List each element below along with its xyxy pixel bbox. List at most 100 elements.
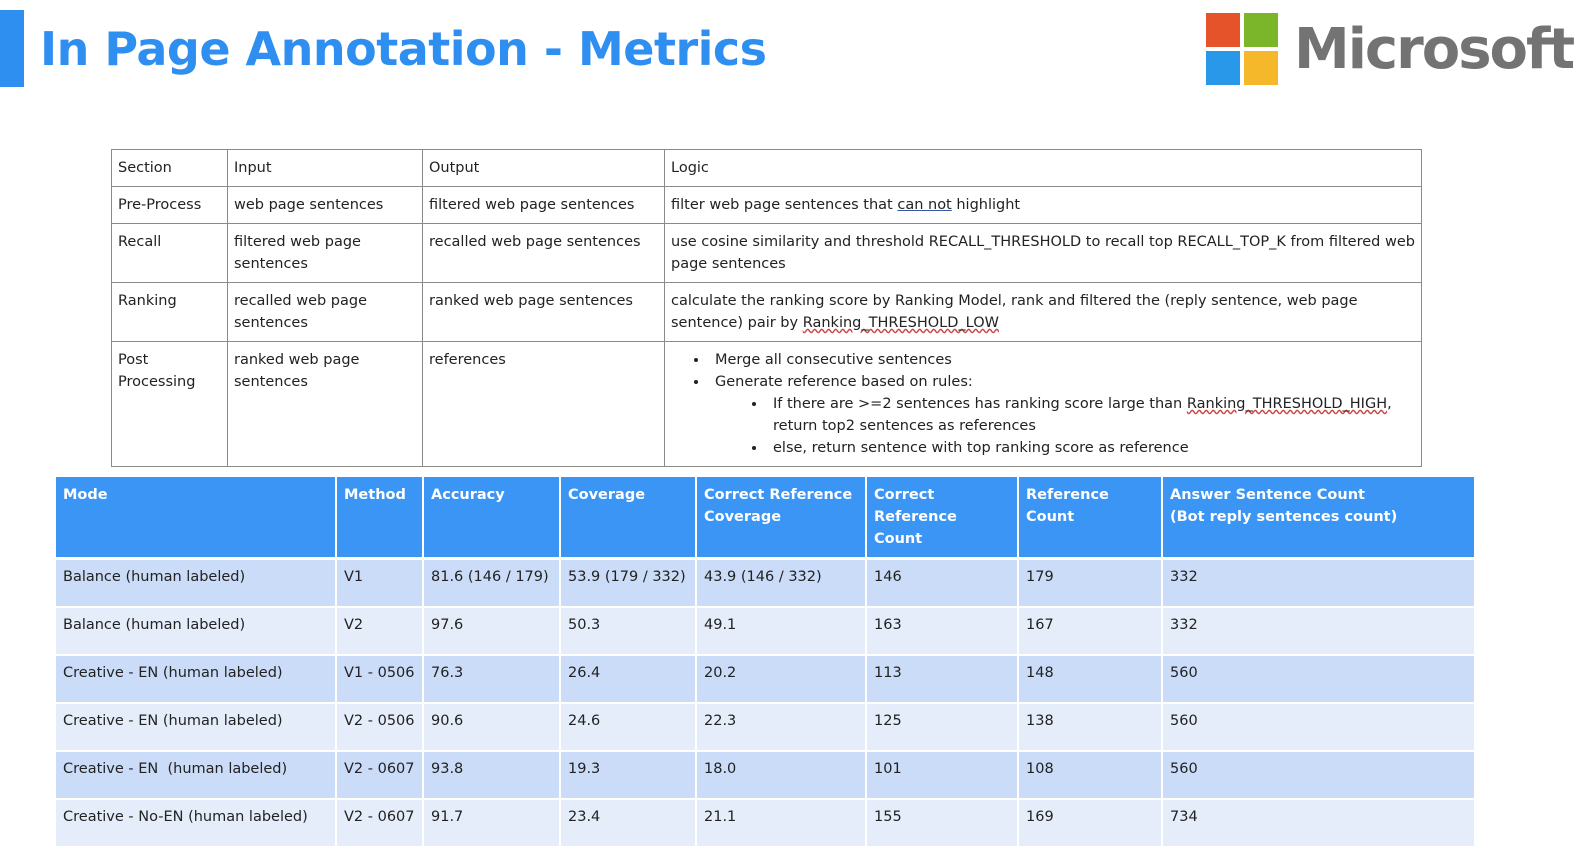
cell-answer-sentence-count: 560	[1162, 703, 1476, 752]
logo-square-yellow	[1244, 51, 1278, 85]
cell-reference-count: 179	[1018, 558, 1163, 608]
cell-reference-count: 108	[1018, 751, 1163, 800]
logo-wordmark: Microsoft	[1294, 16, 1575, 82]
cell-coverage: 19.3	[560, 751, 697, 800]
cell-answer-sentence-count: 332	[1162, 558, 1476, 608]
logic-row-preprocess: Pre-Process web page sentences filtered …	[111, 186, 1422, 224]
logic-underlined-text: Ranking_THRESHOLD_LOW	[802, 315, 999, 331]
metrics-table: Mode Method Accuracy Coverage Correct Re…	[56, 477, 1476, 848]
cell-logic: filter web page sentences that can not h…	[664, 186, 1422, 224]
logic-row-ranking: Ranking recalled web page sentences rank…	[111, 282, 1422, 342]
cell-mode: Balance (human labeled)	[56, 558, 337, 608]
table-row: Creative - EN (human labeled) V2 - 0607 …	[56, 751, 1476, 800]
cell-accuracy: 90.6	[423, 703, 561, 752]
windows-logo-icon	[1206, 13, 1278, 85]
logic-underlined-text: can not	[897, 197, 952, 213]
cell-method: V1	[336, 558, 424, 608]
cell-output: references	[422, 341, 665, 467]
header-method: Method	[336, 477, 424, 560]
title-accent-bar	[0, 10, 24, 87]
cell-answer-sentence-count: 332	[1162, 607, 1476, 656]
cell-section: Pre-Process	[111, 186, 228, 224]
cell-input: web page sentences	[227, 186, 423, 224]
cell-method: V2 - 0607	[336, 751, 424, 800]
cell-correct-reference-count: 163	[866, 607, 1019, 656]
sub-rule-underlined-text: Ranking_THRESHOLD_HIGH	[1186, 396, 1388, 412]
cell-section: Recall	[111, 223, 228, 283]
header-input: Input	[227, 149, 423, 187]
cell-input: filtered web page sentences	[227, 223, 423, 283]
pipeline-logic-table: Section Input Output Logic Pre-Process w…	[111, 149, 1422, 467]
cell-section: Ranking	[111, 282, 228, 342]
cell-accuracy: 91.7	[423, 799, 561, 848]
logo-square-blue	[1206, 51, 1240, 85]
header-mode: Mode	[56, 477, 337, 560]
cell-reference-count: 169	[1018, 799, 1163, 848]
cell-correct-reference-count: 146	[866, 558, 1019, 608]
logo-square-red	[1206, 13, 1240, 47]
rule-bullet-text: Generate reference based on rules:	[715, 374, 973, 390]
sub-rule-text: If there are >=2 sentences has ranking s…	[773, 396, 1187, 412]
cell-correct-reference-coverage: 21.1	[696, 799, 867, 848]
cell-correct-reference-count: 113	[866, 655, 1019, 704]
cell-answer-sentence-count: 560	[1162, 655, 1476, 704]
rules-list: Merge all consecutive sentences Generate…	[671, 349, 1415, 459]
cell-logic: calculate the ranking score by Ranking M…	[664, 282, 1422, 342]
table-row: Creative - EN (human labeled) V1 - 0506 …	[56, 655, 1476, 704]
cell-input: ranked web page sentences	[227, 341, 423, 467]
table-row: Balance (human labeled) V1 81.6 (146 / 1…	[56, 558, 1476, 608]
page-title: In Page Annotation - Metrics	[40, 22, 767, 76]
cell-reference-count: 167	[1018, 607, 1163, 656]
rule-bullet: Merge all consecutive sentences	[709, 349, 1415, 371]
cell-correct-reference-coverage: 49.1	[696, 607, 867, 656]
cell-answer-sentence-count: 560	[1162, 751, 1476, 800]
cell-correct-reference-coverage: 22.3	[696, 703, 867, 752]
header-answer-line1: Answer Sentence Count	[1170, 487, 1365, 503]
cell-mode: Creative - EN (human labeled)	[56, 655, 337, 704]
table-row: Creative - No-EN (human labeled) V2 - 06…	[56, 799, 1476, 848]
cell-answer-sentence-count: 734	[1162, 799, 1476, 848]
cell-method: V1 - 0506	[336, 655, 424, 704]
cell-coverage: 50.3	[560, 607, 697, 656]
sub-rule-bullet: else, return sentence with top ranking s…	[767, 437, 1415, 459]
cell-method: V2 - 0607	[336, 799, 424, 848]
cell-coverage: 23.4	[560, 799, 697, 848]
microsoft-logo: Microsoft	[1206, 13, 1575, 85]
header-correct-reference-count: Correct Reference Count	[866, 477, 1019, 560]
cell-output: filtered web page sentences	[422, 186, 665, 224]
logic-table-header-row: Section Input Output Logic	[111, 149, 1422, 187]
metrics-header-row: Mode Method Accuracy Coverage Correct Re…	[56, 477, 1476, 560]
cell-section: Post Processing	[111, 341, 228, 467]
cell-accuracy: 76.3	[423, 655, 561, 704]
header-accuracy: Accuracy	[423, 477, 561, 560]
cell-coverage: 24.6	[560, 703, 697, 752]
rule-bullet: Generate reference based on rules: If th…	[709, 371, 1415, 459]
cell-mode: Balance (human labeled)	[56, 607, 337, 656]
cell-mode: Creative - EN (human labeled)	[56, 703, 337, 752]
cell-mode: Creative - EN (human labeled)	[56, 751, 337, 800]
logic-text: filter web page sentences that	[671, 197, 898, 213]
header-logic: Logic	[664, 149, 1422, 187]
cell-reference-count: 148	[1018, 655, 1163, 704]
cell-accuracy: 93.8	[423, 751, 561, 800]
logo-square-green	[1244, 13, 1278, 47]
cell-correct-reference-coverage: 18.0	[696, 751, 867, 800]
cell-output: ranked web page sentences	[422, 282, 665, 342]
cell-correct-reference-coverage: 20.2	[696, 655, 867, 704]
sub-rule-bullet: If there are >=2 sentences has ranking s…	[767, 393, 1415, 437]
cell-coverage: 53.9 (179 / 332)	[560, 558, 697, 608]
table-row: Creative - EN (human labeled) V2 - 0506 …	[56, 703, 1476, 752]
header-answer-sentence-count: Answer Sentence Count (Bot reply sentence…	[1162, 477, 1476, 560]
cell-correct-reference-coverage: 43.9 (146 / 332)	[696, 558, 867, 608]
logic-text: calculate the ranking score by Ranking M…	[671, 293, 1358, 331]
logic-text-end: highlight	[951, 197, 1021, 213]
cell-output: recalled web page sentences	[422, 223, 665, 283]
cell-accuracy: 81.6 (146 / 179)	[423, 558, 561, 608]
logic-row-postprocessing: Post Processing ranked web page sentence…	[111, 341, 1422, 467]
header-correct-reference-coverage: Correct Reference Coverage	[696, 477, 867, 560]
table-row: Balance (human labeled) V2 97.6 50.3 49.…	[56, 607, 1476, 656]
cell-input: recalled web page sentences	[227, 282, 423, 342]
cell-mode: Creative - No-EN (human labeled)	[56, 799, 337, 848]
header-reference-count: Reference Count	[1018, 477, 1163, 560]
header-coverage: Coverage	[560, 477, 697, 560]
